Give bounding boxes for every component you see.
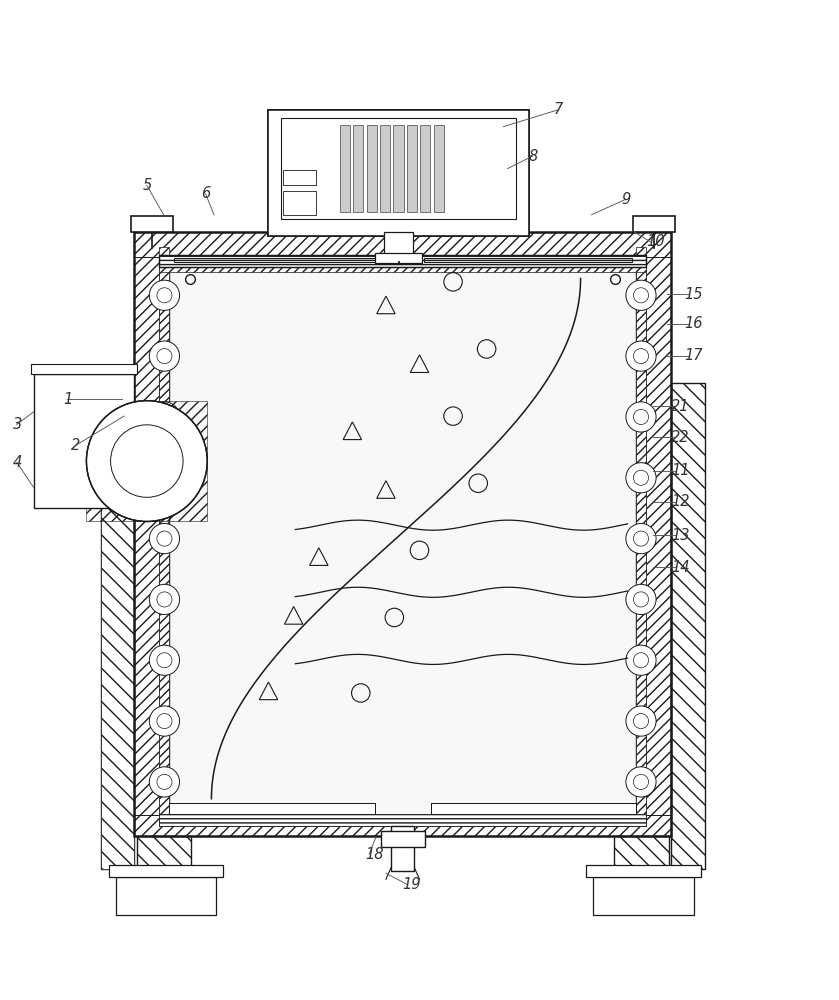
Circle shape — [149, 402, 180, 432]
Text: 21: 21 — [671, 399, 690, 414]
Bar — [283, 191, 316, 215]
Bar — [633, 216, 675, 232]
Bar — [169, 262, 636, 815]
Bar — [593, 902, 694, 915]
Bar — [353, 125, 363, 212]
Circle shape — [149, 280, 180, 310]
Text: 2: 2 — [71, 438, 81, 453]
Bar — [31, 364, 137, 374]
Text: 11: 11 — [671, 463, 690, 478]
Circle shape — [626, 767, 656, 797]
Bar — [134, 815, 671, 836]
Bar — [159, 255, 646, 267]
Bar — [283, 170, 316, 185]
Circle shape — [149, 463, 180, 493]
Bar — [614, 836, 669, 869]
Bar — [268, 110, 529, 236]
Circle shape — [626, 706, 656, 736]
Text: 13: 13 — [671, 528, 690, 543]
Bar — [169, 803, 375, 814]
Text: 15: 15 — [684, 287, 702, 302]
Bar — [159, 814, 646, 826]
Bar — [586, 865, 701, 877]
Circle shape — [626, 645, 656, 675]
Circle shape — [626, 280, 656, 310]
Bar — [420, 125, 430, 212]
Bar — [169, 803, 375, 814]
Text: 5: 5 — [143, 178, 152, 193]
Bar — [268, 110, 529, 236]
Circle shape — [626, 523, 656, 554]
Bar — [159, 257, 646, 272]
Bar — [134, 232, 671, 836]
Bar — [430, 803, 636, 814]
Bar — [671, 383, 705, 869]
Text: 7: 7 — [554, 102, 563, 117]
Bar — [131, 216, 173, 232]
Text: 22: 22 — [671, 430, 690, 445]
Bar — [34, 374, 134, 508]
Bar — [375, 253, 421, 263]
Bar — [367, 125, 377, 212]
Circle shape — [626, 463, 656, 493]
Text: 6: 6 — [201, 186, 211, 201]
Bar — [636, 247, 646, 820]
Bar — [159, 255, 646, 267]
Bar — [407, 125, 417, 212]
Bar — [159, 247, 169, 820]
Text: 1: 1 — [63, 392, 72, 407]
Bar — [137, 836, 191, 869]
Circle shape — [149, 767, 180, 797]
Bar — [340, 125, 350, 212]
Bar — [391, 826, 414, 871]
Bar — [116, 902, 216, 915]
Bar — [86, 401, 207, 521]
Bar — [101, 383, 134, 869]
Text: 3: 3 — [13, 417, 22, 432]
Bar — [159, 815, 646, 826]
Text: 14: 14 — [671, 560, 690, 575]
Text: 8: 8 — [529, 149, 538, 164]
Text: 9: 9 — [621, 192, 630, 207]
Circle shape — [626, 584, 656, 615]
Bar — [393, 125, 404, 212]
Bar — [134, 232, 159, 836]
Bar — [381, 831, 425, 847]
Circle shape — [149, 645, 180, 675]
Bar — [380, 125, 390, 212]
Circle shape — [149, 706, 180, 736]
Circle shape — [626, 341, 656, 371]
Text: 10: 10 — [646, 234, 664, 249]
Bar — [109, 865, 223, 877]
Bar — [101, 383, 134, 869]
Bar — [174, 258, 382, 262]
Text: 17: 17 — [684, 348, 702, 363]
Text: 19: 19 — [403, 877, 421, 892]
Bar — [116, 877, 216, 915]
Bar — [671, 383, 705, 869]
Text: 12: 12 — [671, 494, 690, 509]
Bar — [646, 232, 671, 836]
Circle shape — [626, 402, 656, 432]
Bar — [281, 118, 516, 219]
Bar — [137, 836, 191, 869]
Circle shape — [149, 341, 180, 371]
Bar — [593, 877, 694, 915]
Bar — [430, 803, 636, 814]
Circle shape — [149, 584, 180, 615]
Circle shape — [149, 523, 180, 554]
Bar — [174, 258, 382, 262]
Bar — [383, 232, 413, 257]
Bar — [434, 125, 444, 212]
Bar — [424, 258, 632, 262]
Circle shape — [86, 401, 207, 521]
Bar — [424, 258, 632, 262]
Text: 4: 4 — [13, 455, 22, 470]
Text: 18: 18 — [365, 847, 383, 862]
Text: 16: 16 — [684, 316, 702, 331]
Bar — [134, 232, 671, 257]
Bar — [614, 836, 669, 869]
